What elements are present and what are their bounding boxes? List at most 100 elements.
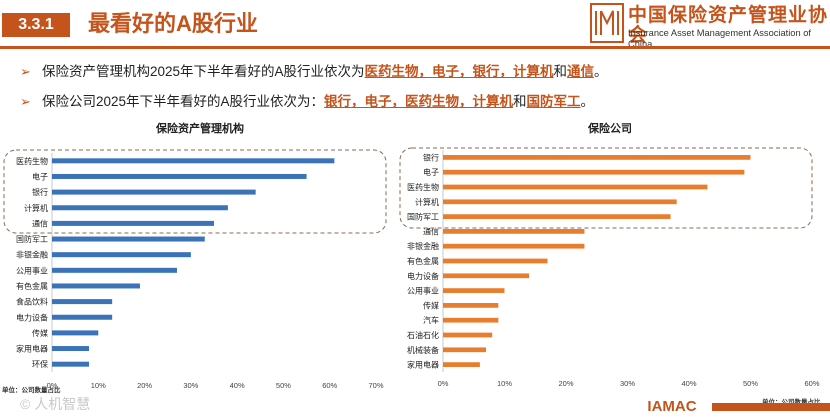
summary-bullets: ➢ 保险资产管理机构2025年下半年看好的A股行业依次为医药生物，电子，银行，计… [20, 62, 820, 122]
chart-title: 保险资产管理机构 [155, 121, 244, 135]
bar-汽车 [443, 317, 499, 323]
bar-医药生物 [52, 158, 335, 164]
category-label: 机械装备 [407, 345, 439, 355]
bar-电子 [52, 173, 307, 179]
category-label: 公用事业 [16, 265, 48, 275]
bullet-text: 保险公司2025年下半年看好的A股行业依次为： [42, 94, 325, 109]
org-name-cn: 中国保险资产管理业协会 [628, 5, 829, 46]
bar-国防军工 [443, 214, 671, 219]
bar-银行 [52, 189, 256, 195]
category-label: 医药生物 [407, 182, 439, 192]
category-label: 环保 [32, 359, 48, 369]
bullet-text: 。 [594, 64, 608, 79]
bullet-highlight: 通信 [567, 64, 595, 79]
category-label: 银行 [423, 152, 439, 162]
bar-石油石化 [443, 332, 493, 338]
category-label: 电子 [423, 167, 439, 177]
bar-医药生物 [443, 184, 708, 190]
bar-通信 [443, 229, 585, 234]
bar-国防军工 [52, 236, 205, 242]
bar-非银金融 [52, 252, 191, 258]
category-label: 非银金融 [407, 241, 439, 251]
x-tick-label: 20% [137, 381, 152, 390]
bullet-asset-managers: ➢ 保险资产管理机构2025年下半年看好的A股行业依次为医药生物，电子，银行，计… [20, 62, 820, 86]
category-label: 有色金属 [407, 256, 439, 266]
category-label: 公用事业 [407, 286, 439, 296]
x-tick-label: 60% [804, 379, 819, 388]
category-label: 计算机 [415, 197, 439, 207]
bar-计算机 [443, 199, 677, 205]
bar-银行 [443, 155, 751, 160]
category-label: 银行 [32, 187, 48, 197]
bullet-arrow-icon: ➢ [20, 94, 31, 109]
category-label: 石油石化 [407, 330, 439, 340]
bullet-text: 。 [580, 94, 595, 109]
bar-有色金属 [443, 258, 548, 264]
bullet-highlight: 国防军工 [526, 94, 581, 109]
x-tick-label: 70% [368, 381, 383, 390]
x-tick-label: 10% [497, 379, 512, 388]
x-tick-label: 40% [230, 381, 245, 390]
footer-band [712, 403, 830, 411]
bar-有色金属 [52, 283, 140, 289]
bar-传媒 [443, 303, 499, 308]
x-tick-label: 10% [91, 381, 106, 390]
header-divider [0, 46, 830, 49]
category-label: 电力设备 [407, 271, 439, 281]
bar-食品饮料 [52, 299, 113, 305]
footer-logo-icon: IAMAC [647, 398, 696, 415]
bar-计算机 [52, 205, 228, 211]
bar-传媒 [52, 330, 99, 336]
category-label: 家用电器 [407, 360, 439, 370]
category-label: 计算机 [24, 203, 48, 213]
header: 3.3.1 最看好的A股行业 中国保险资产管理业协会 Insurance Ass… [0, 0, 830, 50]
x-tick-label: 20% [558, 379, 573, 388]
category-label: 食品饮料 [16, 297, 48, 307]
x-tick-label: 60% [322, 381, 337, 390]
x-tick-label: 30% [183, 381, 198, 390]
watermark-text: 人机智慧 [34, 396, 91, 412]
org-name-en: Insurance Asset Management Association o… [628, 28, 811, 49]
bar-家用电器 [443, 362, 480, 367]
bar-电子 [443, 169, 745, 175]
iamac-logo-icon [590, 3, 624, 43]
section-title: 最看好的A股行业 [88, 11, 258, 36]
bullet-highlight: 银行，电子，医药生物，计算机 [324, 94, 514, 109]
x-tick-label: 30% [620, 379, 635, 388]
bar-非银金融 [443, 243, 585, 249]
bar-电力设备 [52, 314, 113, 320]
x-tick-label: 0% [47, 381, 58, 390]
bar-通信 [52, 220, 214, 226]
top-five-highlight-box [3, 149, 387, 234]
bar-家用电器 [52, 346, 90, 352]
category-label: 电力设备 [16, 312, 48, 322]
top-five-highlight-box [399, 147, 813, 229]
bullet-text: 和 [513, 94, 527, 109]
bar-机械装备 [443, 347, 487, 353]
svg-text:IAMAC: IAMAC [647, 398, 696, 415]
category-label: 非银金融 [16, 250, 48, 260]
category-label: 传媒 [32, 328, 48, 338]
category-label: 医药生物 [16, 156, 48, 166]
footer-watermark: © 人机智慧 [20, 396, 91, 412]
x-tick-label: 40% [681, 379, 696, 388]
bullet-highlight: 医药生物，电子，银行，计算机 [364, 64, 554, 79]
category-label: 传媒 [423, 300, 439, 310]
bullet-text: 和 [553, 64, 568, 79]
category-label: 国防军工 [16, 234, 48, 244]
category-label: 电子 [32, 171, 48, 181]
x-tick-label: 0% [438, 379, 449, 388]
x-tick-label: 50% [276, 381, 291, 390]
category-label: 通信 [423, 226, 439, 236]
bullet-text: 保险资产管理机构2025年下半年看好的A股行业依次为 [42, 64, 365, 79]
category-label: 国防军工 [407, 212, 439, 222]
chart-title: 保险公司 [587, 121, 632, 135]
bullet-arrow-icon: ➢ [20, 64, 31, 79]
unit-label: 单位：公司数量占比 [2, 385, 61, 394]
category-label: 有色金属 [16, 281, 48, 291]
bar-公用事业 [52, 267, 177, 273]
footer: © 人机智慧 IAMAC [0, 396, 830, 417]
bar-电力设备 [443, 273, 530, 279]
bullet-insurers: ➢ 保险公司2025年下半年看好的A股行业依次为：银行，电子，医药生物，计算机和… [20, 92, 820, 116]
